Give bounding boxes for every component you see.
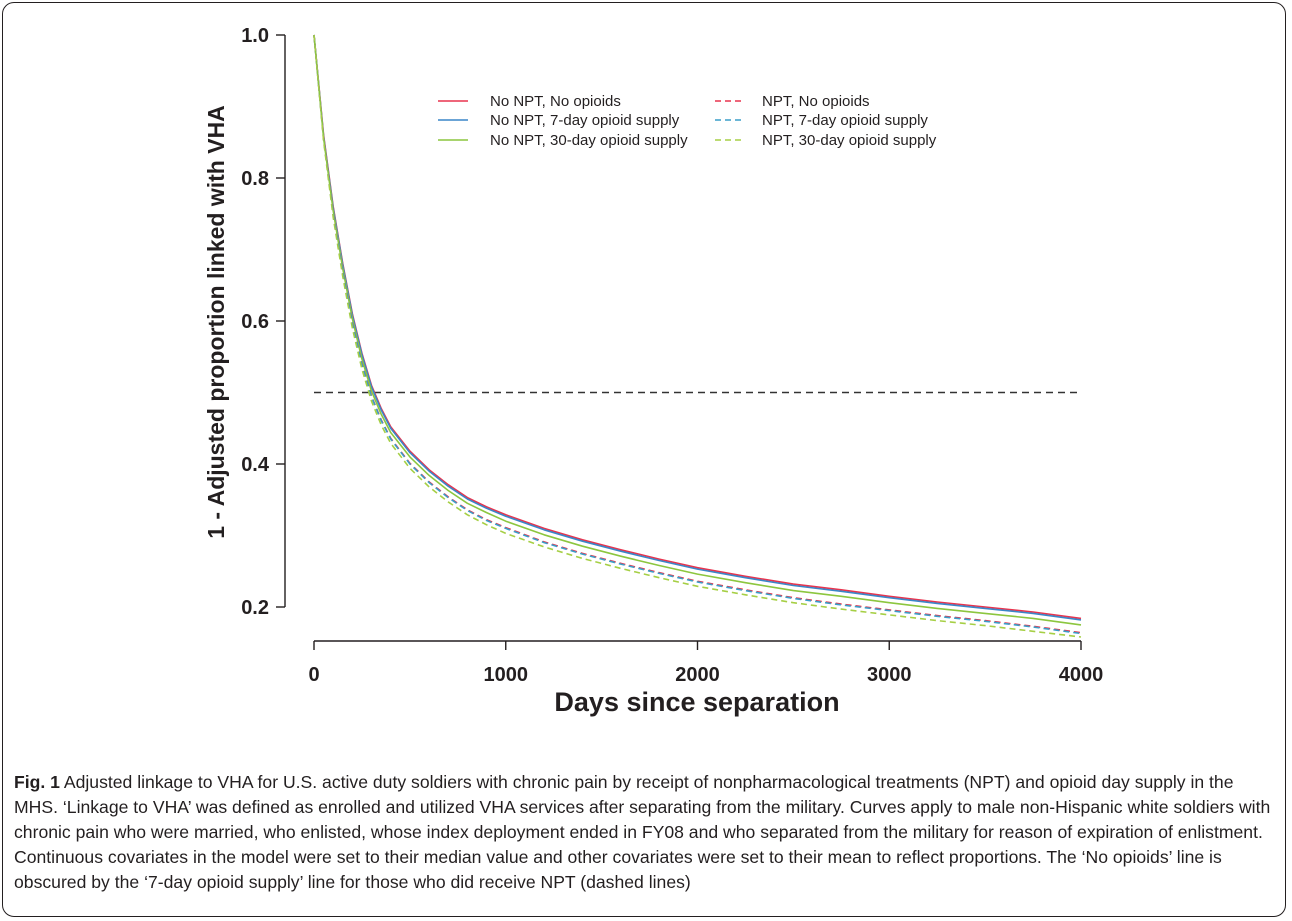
figure-label: Fig. 1 — [14, 772, 60, 792]
x-tick-label: 1000 — [484, 664, 529, 686]
chart-axes: 0 1000 2000 3000 4000 0.2 0.4 0.6 0.8 1.0 — [241, 25, 1103, 686]
x-tick-label: 3000 — [867, 664, 912, 686]
legend-label-4: NPT, No opioids — [762, 93, 870, 110]
x-tick-label: 2000 — [675, 664, 720, 686]
chart-legend: No NPT, No opioids No NPT, 7-day opioid s… — [438, 93, 937, 149]
series-line-1 — [313, 34, 1082, 620]
x-axis-label: Days since separation — [554, 687, 839, 717]
legend-label-3: No NPT, 30-day opioid supply — [490, 132, 688, 149]
x-tick-label: 4000 — [1059, 664, 1104, 686]
legend-label-5: NPT, 7-day opioid supply — [762, 112, 928, 129]
legend-label-2: No NPT, 7-day opioid supply — [490, 112, 680, 129]
series-line-5 — [313, 34, 1082, 635]
series-line-3 — [313, 34, 1082, 626]
y-tick-label: 0.8 — [241, 168, 269, 190]
caption-text: Adjusted linkage to VHA for U.S. active … — [14, 772, 1271, 892]
legend-label-6: NPT, 30-day opioid supply — [762, 132, 937, 149]
x-tick-label: 0 — [308, 664, 319, 686]
series-line-2 — [313, 34, 1082, 621]
y-tick-label: 0.2 — [241, 597, 269, 619]
series-line-4 — [313, 34, 1082, 634]
y-tick-label: 0.4 — [241, 454, 270, 476]
figure-caption: Fig. 1 Adjusted linkage to VHA for U.S. … — [14, 770, 1276, 895]
line-chart: 0 1000 2000 3000 4000 0.2 0.4 0.6 0.8 1.0 No NPT,… — [203, 25, 1103, 717]
series-group — [313, 34, 1082, 638]
y-tick-label: 0.6 — [241, 311, 269, 333]
y-axis-label: 1 - Adjusted proportion linked with VHA — [203, 105, 229, 539]
series-line-6 — [313, 34, 1082, 638]
y-tick-label: 1.0 — [241, 25, 269, 47]
legend-label-1: No NPT, No opioids — [490, 93, 621, 110]
